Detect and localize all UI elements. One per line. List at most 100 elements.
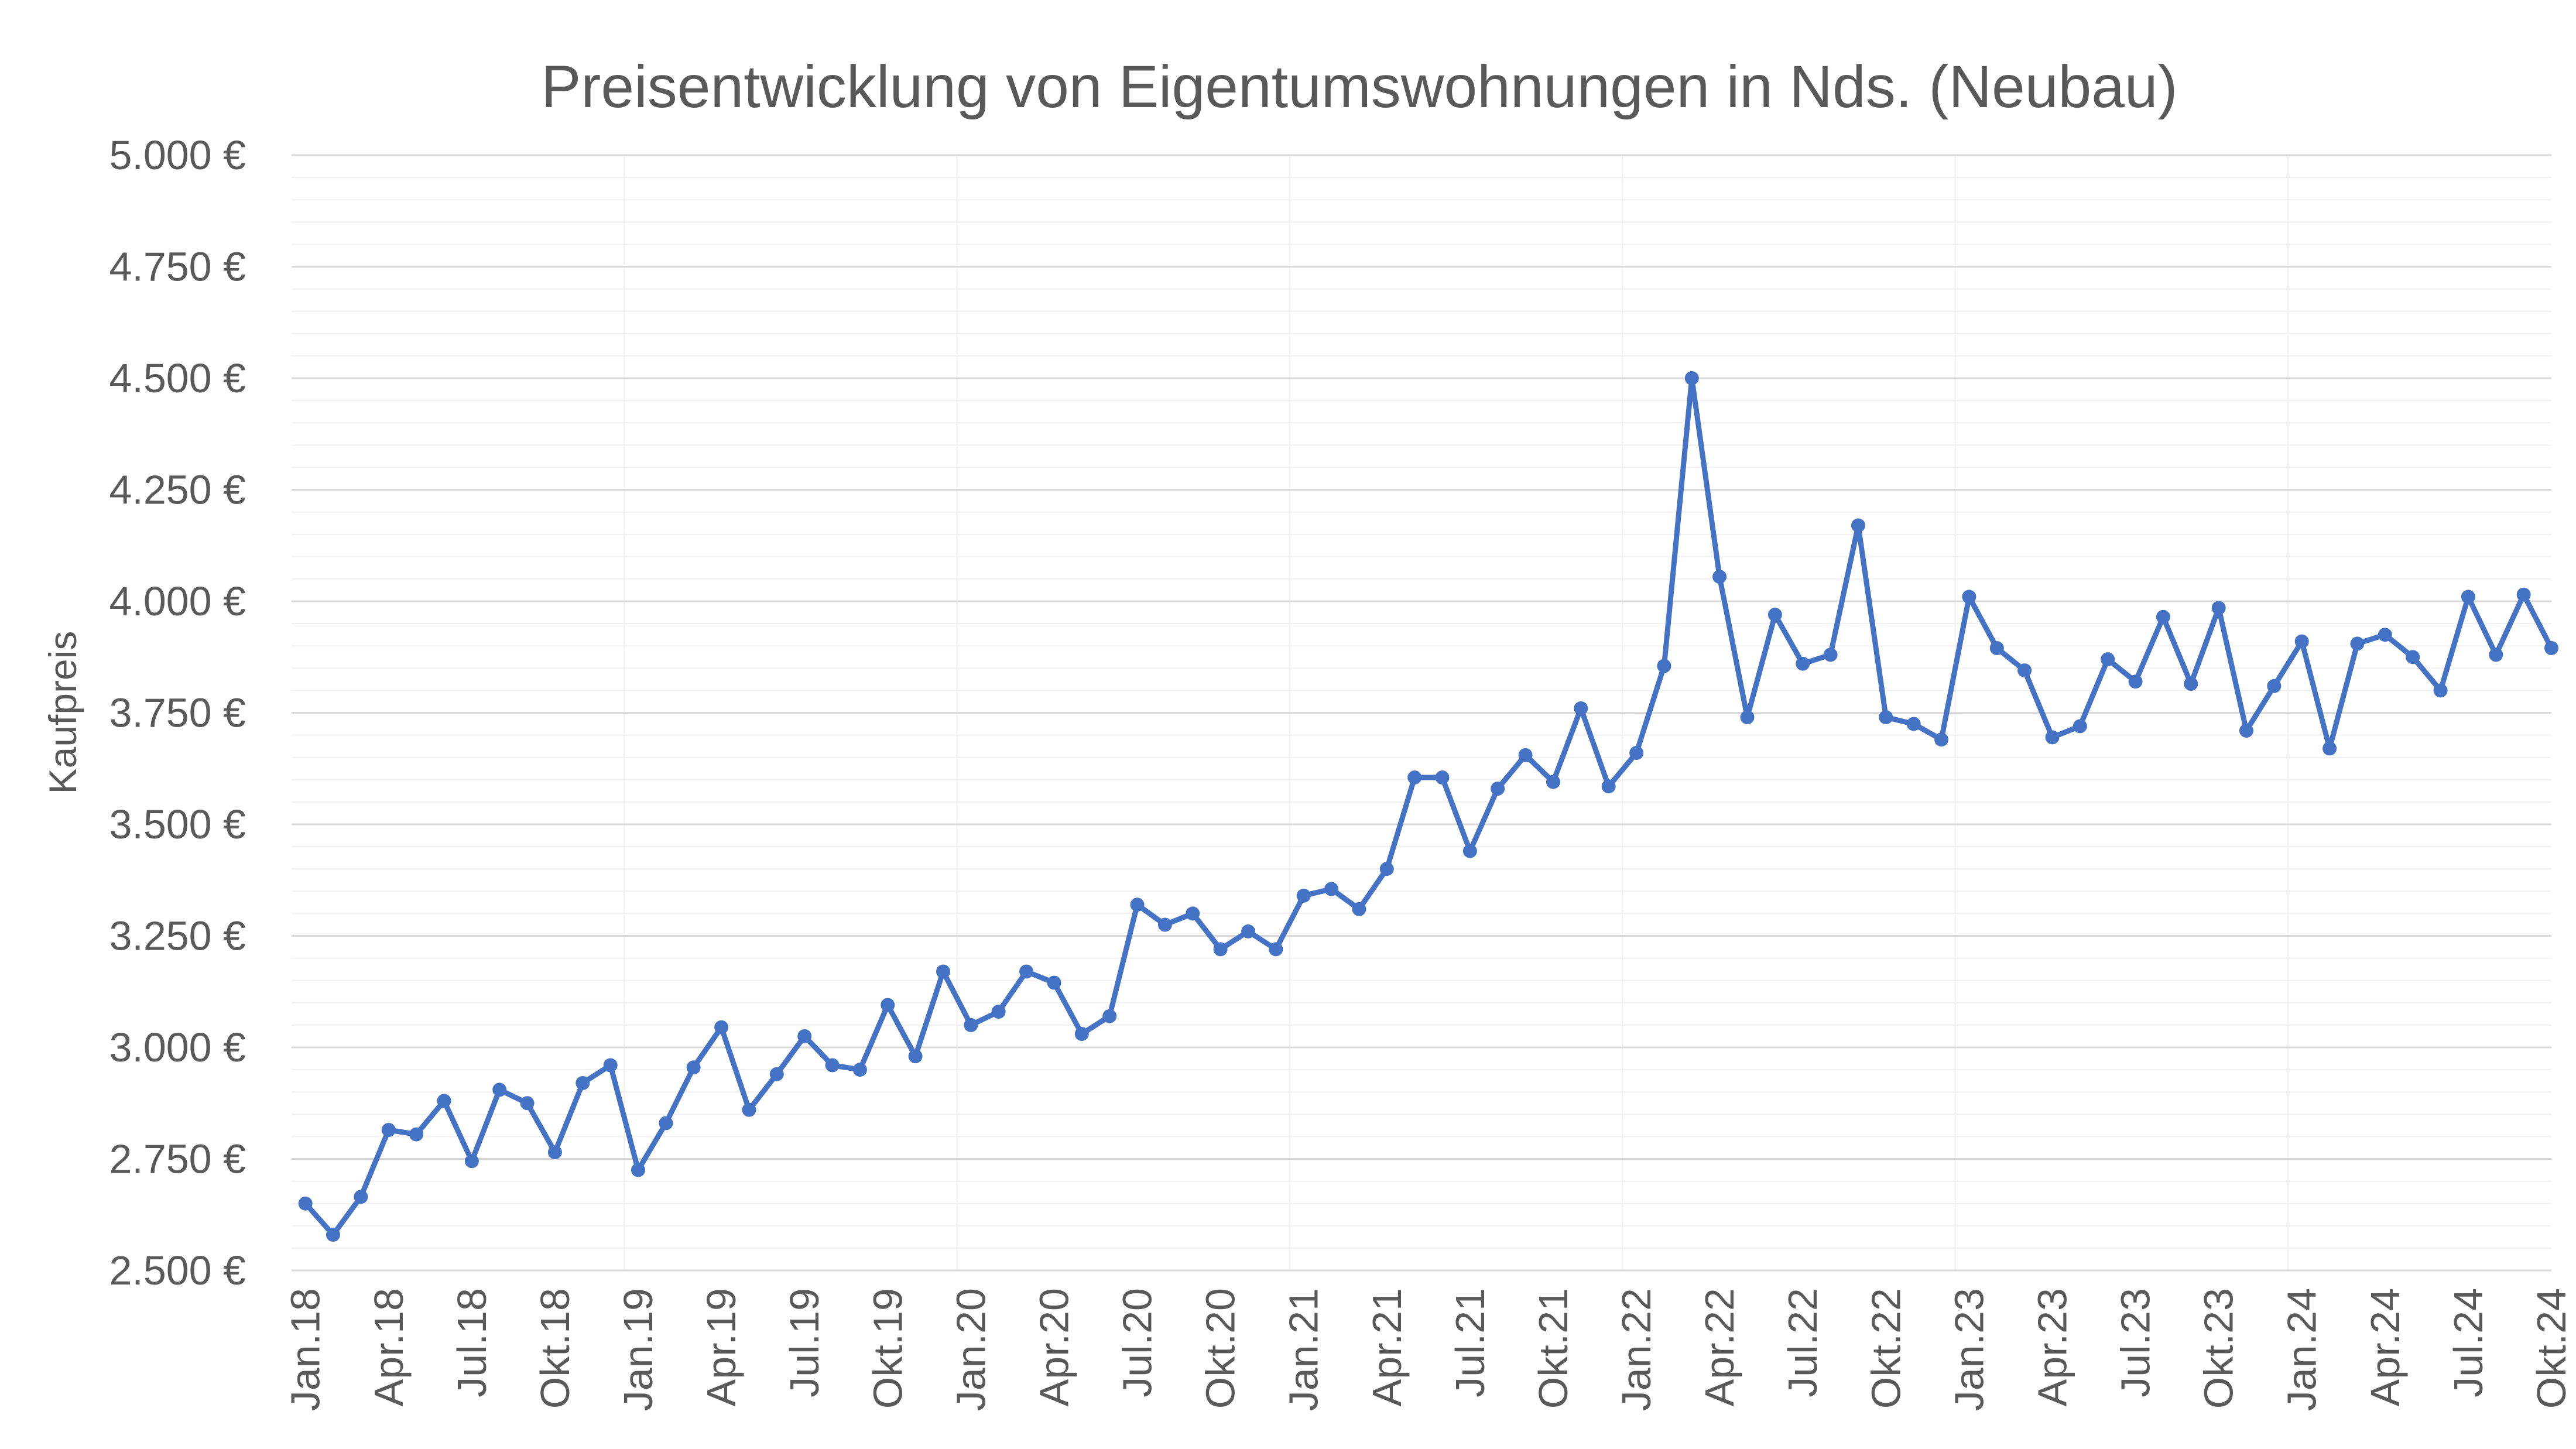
- data-point: [1962, 590, 1976, 604]
- data-point: [2294, 634, 2309, 649]
- data-point: [659, 1116, 673, 1131]
- data-point: [1712, 570, 1727, 584]
- data-point: [1324, 882, 1339, 896]
- data-point: [1657, 659, 1671, 673]
- data-point: [326, 1228, 340, 1242]
- data-point: [964, 1018, 978, 1032]
- data-point: [576, 1076, 590, 1090]
- data-point: [1241, 924, 1255, 938]
- data-point: [1019, 964, 1034, 979]
- data-point: [2516, 587, 2531, 602]
- data-point: [1879, 710, 1893, 725]
- series-points: [298, 371, 2558, 1242]
- data-point: [2017, 663, 2032, 678]
- data-point: [1767, 607, 1782, 622]
- x-tick-label: Jan.20: [948, 1288, 994, 1411]
- data-point: [2378, 628, 2392, 642]
- y-tick-label: 2.500 €: [109, 1248, 246, 1293]
- data-point: [1989, 641, 2004, 655]
- y-tick-label: 4.750 €: [109, 244, 246, 290]
- data-point: [2433, 683, 2448, 698]
- data-point: [1629, 746, 1644, 761]
- data-point: [2101, 652, 2115, 667]
- data-point: [881, 998, 895, 1012]
- x-tick-label: Okt.24: [2529, 1288, 2574, 1409]
- data-point: [547, 1145, 562, 1160]
- y-axis-label: Kaufpreis: [41, 631, 84, 794]
- data-point: [2045, 730, 2060, 745]
- data-point: [2544, 641, 2558, 655]
- data-point: [2156, 609, 2170, 624]
- data-point: [1102, 1009, 1117, 1023]
- chart-title: Preisentwicklung von Eigentumswohnungen …: [541, 53, 2177, 120]
- x-tick-label: Apr.23: [2029, 1288, 2075, 1406]
- data-point: [908, 1049, 923, 1064]
- data-point: [2350, 636, 2365, 651]
- data-point: [1352, 902, 1366, 916]
- x-tick-label: Jul.21: [1447, 1288, 1493, 1397]
- x-tick-label: Apr.21: [1364, 1288, 1410, 1406]
- data-point: [1047, 975, 1061, 990]
- data-point: [1074, 1027, 1089, 1042]
- y-axis-tick-labels: 2.500 € 2.750 € 3.000 € 3.250 € 3.500 € 3.750…: [109, 132, 246, 1293]
- data-point: [1435, 770, 1450, 785]
- major-gridlines: [292, 154, 2551, 1272]
- data-point: [1491, 782, 1505, 796]
- data-point: [686, 1060, 701, 1075]
- y-tick-label: 4.250 €: [109, 467, 246, 513]
- data-point: [1296, 888, 1311, 903]
- y-tick-label: 4.000 €: [109, 578, 246, 624]
- data-point: [464, 1154, 479, 1169]
- y-tick-label: 3.250 €: [109, 913, 246, 959]
- data-point: [825, 1058, 840, 1073]
- x-tick-label: Jul.23: [2113, 1288, 2159, 1397]
- data-point: [2267, 679, 2282, 693]
- x-tick-label: Jan.23: [1946, 1288, 1992, 1411]
- x-tick-label: Apr.22: [1697, 1288, 1742, 1406]
- x-tick-label: Okt.20: [1198, 1288, 1244, 1409]
- y-tick-label: 3.500 €: [109, 801, 246, 847]
- x-tick-label: Okt.19: [865, 1288, 910, 1409]
- x-tick-label: Jul.22: [1780, 1288, 1825, 1397]
- data-point: [1186, 906, 1200, 921]
- x-tick-label: Okt.21: [1530, 1288, 1576, 1409]
- data-point: [1934, 732, 1948, 747]
- x-tick-label: Jan.19: [615, 1288, 661, 1411]
- data-point: [354, 1190, 368, 1204]
- data-point: [1518, 748, 1533, 762]
- y-tick-label: 5.000 €: [109, 132, 246, 178]
- data-point: [2322, 741, 2337, 756]
- data-point: [1796, 656, 1810, 671]
- x-tick-label: Okt.22: [1863, 1288, 1909, 1409]
- x-tick-label: Apr.18: [366, 1288, 412, 1406]
- x-tick-label: Jul.20: [1115, 1288, 1160, 1397]
- series-line: [303, 375, 2554, 1238]
- data-point: [631, 1163, 645, 1177]
- data-point: [1379, 862, 1394, 876]
- data-point: [1684, 371, 1699, 385]
- data-point: [1130, 898, 1145, 912]
- data-point: [1740, 710, 1755, 725]
- x-tick-label: Jan.18: [283, 1288, 328, 1411]
- y-tick-label: 3.000 €: [109, 1025, 246, 1070]
- data-point: [797, 1029, 812, 1043]
- data-point: [409, 1127, 424, 1142]
- y-tick-label: 4.500 €: [109, 355, 246, 401]
- data-point: [991, 1005, 1006, 1019]
- y-tick-label: 2.750 €: [109, 1136, 246, 1182]
- data-point: [492, 1083, 507, 1097]
- data-point: [1574, 701, 1588, 715]
- data-point: [1213, 942, 1228, 957]
- data-point: [1407, 770, 1422, 785]
- data-point: [714, 1020, 729, 1034]
- x-tick-label: Okt.23: [2196, 1288, 2242, 1409]
- x-tick-label: Jul.19: [782, 1288, 827, 1397]
- data-point: [2461, 590, 2475, 604]
- data-point: [1157, 917, 1172, 932]
- x-tick-label: Apr.20: [1031, 1288, 1077, 1406]
- data-point: [2406, 650, 2420, 664]
- data-point: [2073, 719, 2087, 734]
- data-point: [742, 1102, 756, 1117]
- x-tick-label: Jan.22: [1614, 1288, 1659, 1411]
